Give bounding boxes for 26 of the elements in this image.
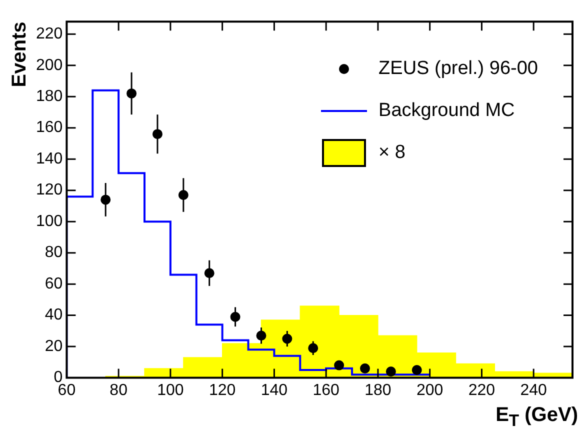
x-tick-label: 100 [157,382,184,399]
x-tick-label: 220 [468,382,496,399]
y-tick-label: 60 [44,275,63,292]
legend-label: Background MC [378,100,515,122]
x-tick-label: 160 [312,382,340,399]
y-tick-label: 220 [36,26,63,43]
y-tick-label: 40 [44,306,63,324]
y-tick-label: 120 [36,182,63,199]
x-tick-label: 80 [110,382,128,399]
legend-label: ZEUS (prel.) 96-00 [378,58,538,80]
x-tick-label: 240 [520,382,548,399]
x-axis-title: E$_{T}$ (GeV) [496,404,578,431]
x-tick-label: 200 [416,382,444,399]
y-tick-label: 180 [36,88,63,105]
y-tick-label: 100 [36,212,63,230]
y-tick-label: 140 [36,150,63,168]
x-tick-label: 120 [208,382,236,399]
y-tick-label: 20 [44,338,63,355]
y-tick-label: 200 [36,56,63,74]
x-tick-label: 60 [58,382,76,399]
legend-label: × 8 [378,142,406,164]
y-tick-label: 80 [44,244,63,262]
x-tick-label: 140 [260,382,288,399]
y-axis-title: Events [8,22,31,88]
y-tick-label: 160 [36,119,63,136]
x-tick-label: 180 [364,382,392,399]
